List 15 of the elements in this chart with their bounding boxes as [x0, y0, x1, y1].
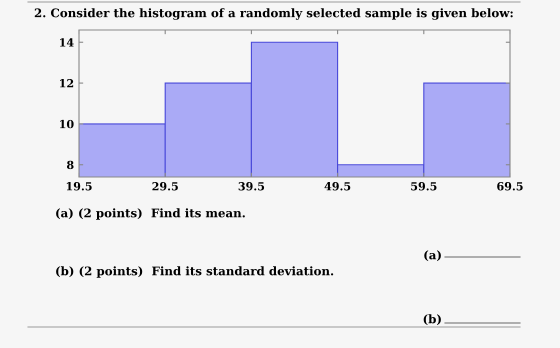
text: (b): [424, 314, 441, 326]
text: (a): [424, 250, 441, 262]
x-tick-label: 19.5: [66, 182, 92, 190]
text: (b) (2 points) Find its standard deviation.: [56, 266, 334, 278]
x-tick-label: 59.5: [411, 182, 436, 190]
x-tick-label: 29.5: [152, 182, 178, 190]
chart-title: 2. Consider the histogram of a randomly selected sample is given below:: [34, 8, 513, 20]
x-tick-label: 49.5: [324, 182, 350, 190]
y-tick-label: 14: [60, 38, 74, 46]
y-tick-label: 12: [60, 79, 74, 88]
text: (a) (2 points) Find its mean.: [56, 208, 245, 220]
x-tick-label: 39.5: [238, 182, 264, 190]
x-tick-label: 69.5: [497, 182, 523, 190]
y-tick-label: 8: [66, 160, 74, 170]
y-tick-label: 10: [60, 120, 74, 128]
